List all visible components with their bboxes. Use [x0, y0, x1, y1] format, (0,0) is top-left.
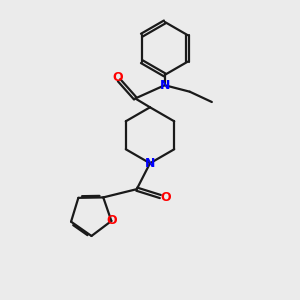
Text: N: N [160, 79, 170, 92]
Text: N: N [145, 157, 155, 170]
Text: O: O [160, 191, 171, 205]
Text: O: O [112, 71, 123, 84]
Text: O: O [106, 214, 117, 227]
